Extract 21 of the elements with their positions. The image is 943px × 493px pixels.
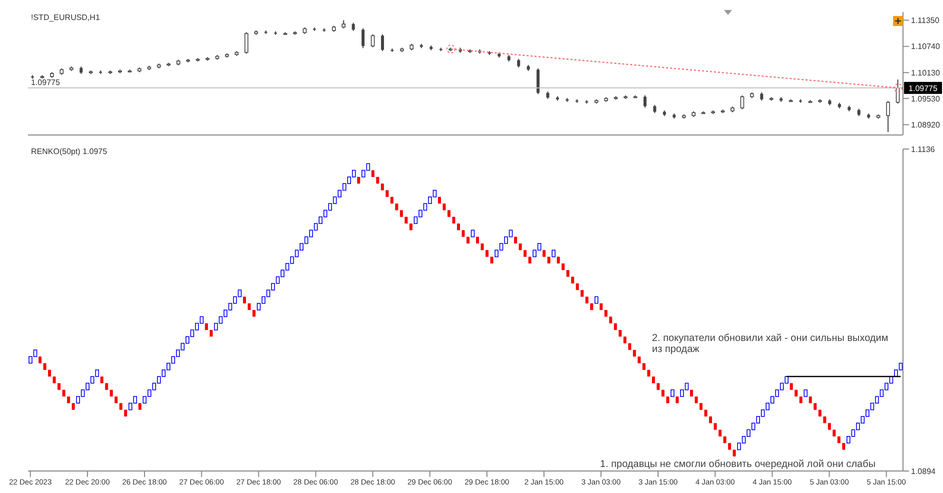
chart-title: !STD_EURUSD,H1 [31,13,100,22]
ref-line-label: 1.09775 [31,78,60,87]
y-tick-label: 1.10740 [911,42,940,52]
candlestick [886,100,890,132]
y-tick-label: 1.11350 [911,16,940,26]
annotation: 1. продавцы не смогли обновить очередной лой они слабы [600,459,876,470]
candlestick [740,94,744,110]
candlestick [362,28,365,49]
y-tick-label: 1.09530 [911,94,940,104]
candlestick [381,34,384,52]
candlestick [244,32,248,54]
candlestick [370,34,375,48]
candlestick [644,94,646,108]
candlestick [536,68,540,95]
y-tick-label: 1.1136 [911,144,936,154]
annotation: 2. покупатели обновили хай - они сильны выходим из продаж [652,333,890,355]
y-tick-label: 1.0894 [911,466,936,476]
text: 1.09775 [908,84,938,93]
chart-title: RENKO(50pt) 1.0975 [31,147,108,156]
y-tick-label: 1.08920 [911,120,940,130]
y-tick-label: 1.10130 [911,68,940,78]
